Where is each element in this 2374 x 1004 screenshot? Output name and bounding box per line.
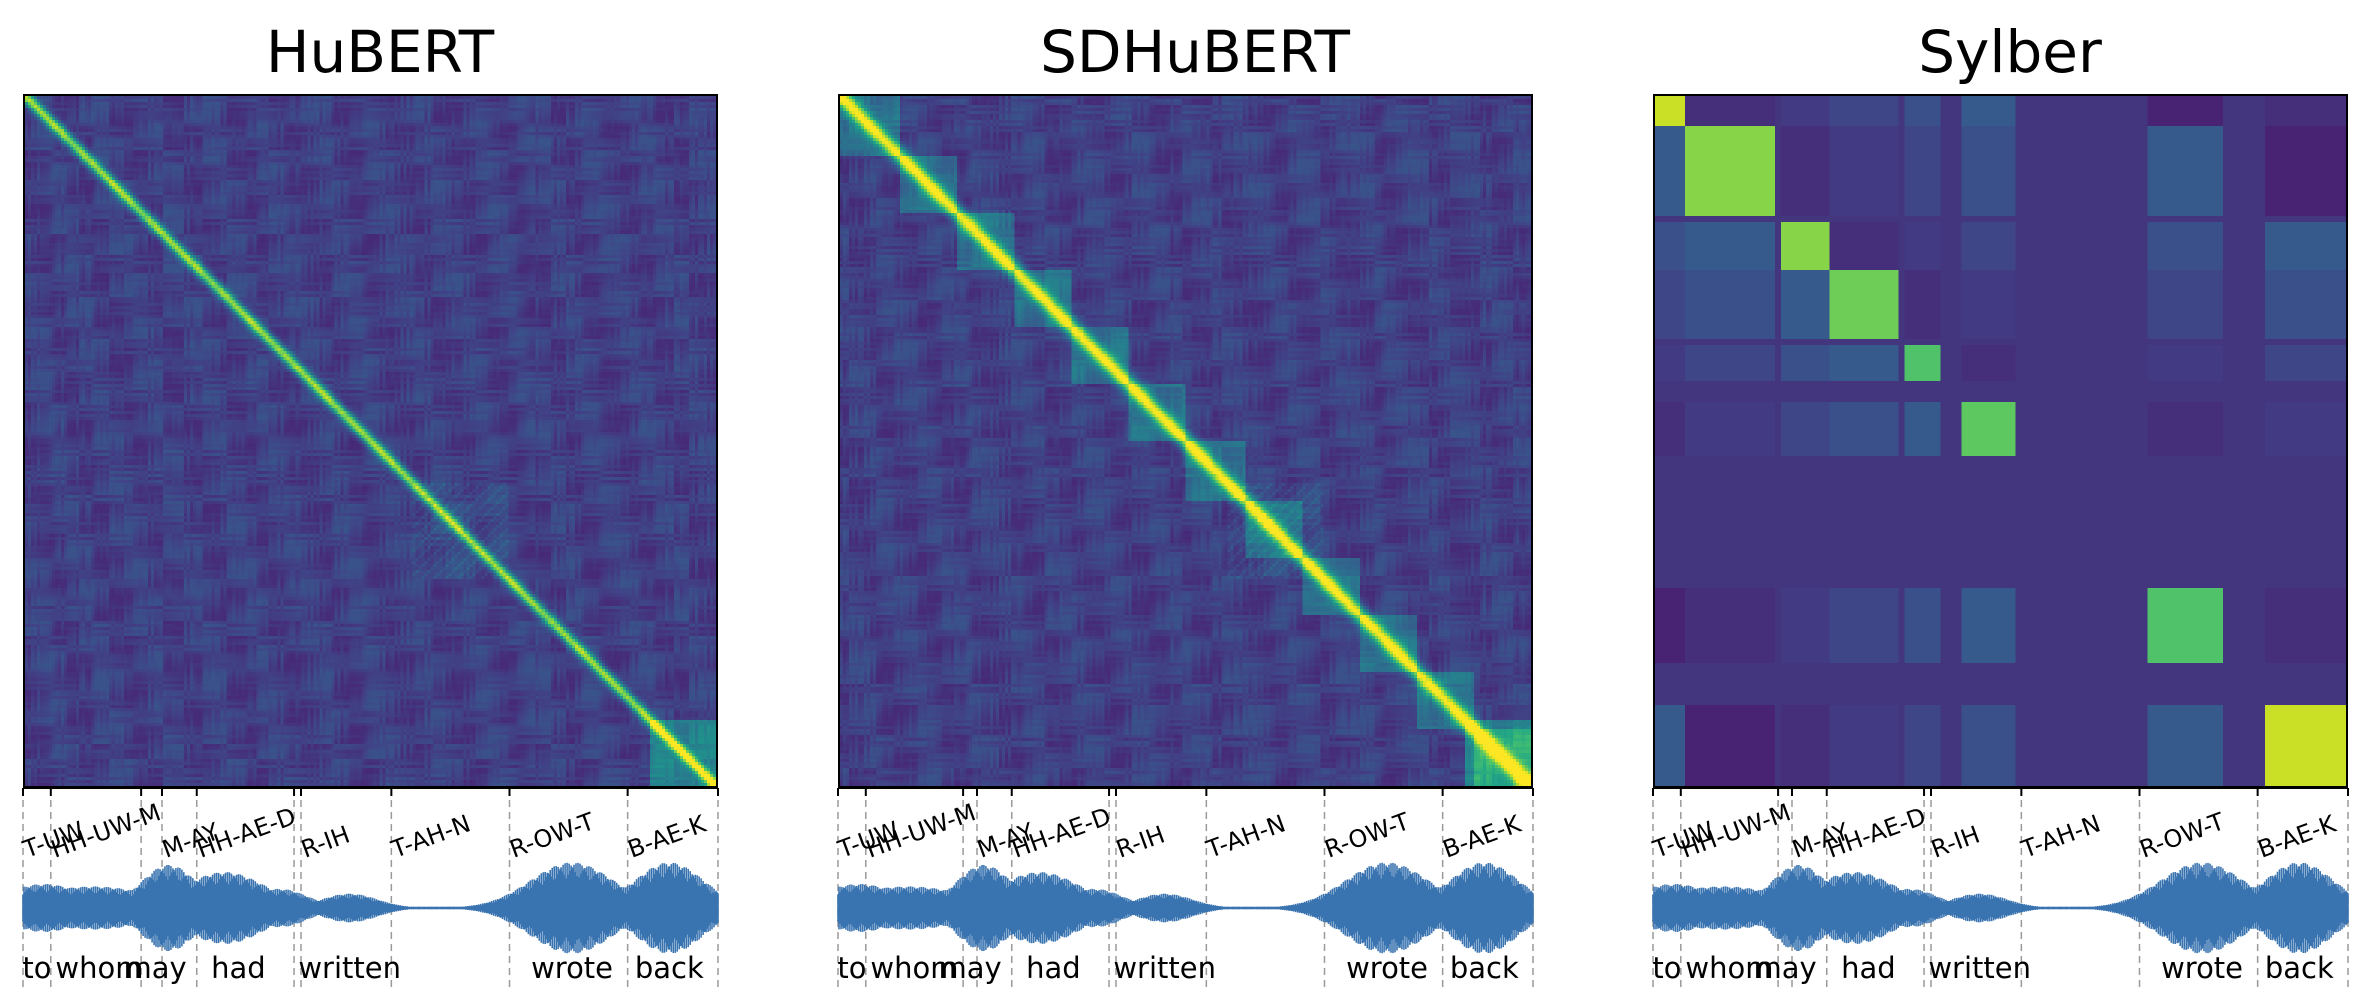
word-label: may: [123, 951, 186, 985]
phone-label: T-AH-N: [1202, 809, 1289, 864]
word-label: wrote: [2161, 951, 2243, 985]
panel-title: Sylber: [1918, 18, 2102, 86]
word-label: whom: [870, 951, 958, 985]
word-label: back: [1450, 951, 1519, 985]
phone-label: R-OW-T: [1321, 807, 1413, 863]
phone-label: B-AE-K: [2254, 809, 2340, 863]
word-label: had: [1841, 951, 1896, 985]
panel-sylber: Sylber T-UW HH-UW-M M-AY HH-AE-D R-IH T-AH-N R…: [1630, 0, 2374, 1004]
word-label: had: [211, 951, 266, 985]
word-label: may: [1753, 951, 1816, 985]
word-label: written: [1113, 951, 1216, 985]
phone-label: R-IH: [1112, 820, 1168, 863]
audio-waveform: [22, 862, 719, 954]
word-label: to: [1652, 951, 1681, 985]
phone-label: T-AH-N: [387, 809, 474, 864]
word-label: wrote: [531, 951, 613, 985]
phone-label: R-OW-T: [2136, 807, 2228, 863]
phone-label: R-IH: [1927, 820, 1983, 863]
word-label: written: [1928, 951, 2031, 985]
word-label: to: [22, 951, 51, 985]
word-label: back: [635, 951, 704, 985]
word-label: to: [837, 951, 866, 985]
audio-waveform: [837, 862, 1534, 954]
panel-sdhubert: SDHuBERT T-UW HH-UW-M M-AY HH-AE-D R-IH T-AH-…: [815, 0, 1575, 1004]
panel-title: SDHuBERT: [1040, 18, 1350, 86]
phone-label: B-AE-K: [1439, 809, 1525, 863]
phone-label: B-AE-K: [624, 809, 710, 863]
word-label: may: [938, 951, 1001, 985]
panel-hubert: HuBERT T-UW HH-UW-M M-AY HH-AE-D R-IH T-AH-N R…: [0, 0, 760, 1004]
word-label: had: [1026, 951, 1081, 985]
word-label: whom: [55, 951, 143, 985]
panel-title: HuBERT: [265, 18, 495, 86]
phone-label: HH-AE-D: [1008, 802, 1114, 864]
phone-label: HH-UW-M: [1677, 798, 1794, 863]
word-label: whom: [1685, 951, 1773, 985]
audio-waveform: [1652, 862, 2349, 954]
phone-label: HH-AE-D: [1823, 802, 1929, 864]
similarity-matrix: [838, 94, 1533, 788]
phone-label: HH-UW-M: [47, 798, 164, 863]
heatmap-canvas: [1655, 96, 2346, 786]
heatmap-canvas: [25, 96, 716, 786]
similarity-matrix: [1653, 94, 2348, 788]
phone-label: R-OW-T: [506, 807, 598, 863]
word-label: wrote: [1346, 951, 1428, 985]
phone-label: HH-AE-D: [193, 802, 299, 864]
word-label: written: [298, 951, 401, 985]
phone-label: T-AH-N: [2017, 809, 2104, 864]
phone-label: R-IH: [297, 820, 353, 863]
similarity-matrix: [23, 94, 718, 788]
phone-label: HH-UW-M: [862, 798, 979, 863]
heatmap-canvas: [840, 96, 1531, 786]
word-label: back: [2265, 951, 2334, 985]
